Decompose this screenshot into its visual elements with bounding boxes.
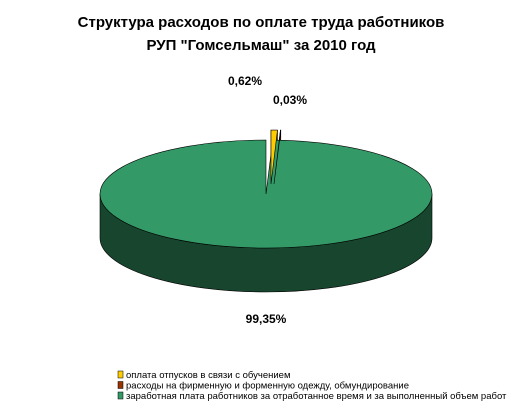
chart-title-line-1: Структура расходов по оплате труда работ… bbox=[78, 14, 445, 31]
legend: оплата отпусков в связи с обучениемрасхо… bbox=[117, 370, 507, 402]
legend-label-1: расходы на фирменную и форменную одежду,… bbox=[126, 381, 409, 392]
chart-title-line-2: РУП "Гомсельмаш" за 2010 год bbox=[146, 37, 376, 54]
legend-swatch-2 bbox=[117, 391, 124, 400]
pie-slice-2 bbox=[99, 139, 433, 249]
data-label-2: 99,35% bbox=[246, 312, 287, 326]
data-labels: 0,62% 0,03% 99,35% bbox=[228, 74, 307, 326]
legend-label-2: заработная плата работников за отработан… bbox=[126, 391, 507, 402]
legend-swatch-0 bbox=[117, 370, 124, 379]
pie-group bbox=[99, 129, 433, 293]
legend-swatch-1 bbox=[117, 381, 124, 389]
data-label-1: 0,03% bbox=[273, 93, 307, 107]
legend-label-0: оплата отпусков в связи с обучением bbox=[126, 370, 291, 381]
data-label-0: 0,62% bbox=[228, 74, 262, 88]
pie-slice-0 bbox=[270, 129, 278, 185]
pie-slice-1 bbox=[273, 129, 282, 185]
